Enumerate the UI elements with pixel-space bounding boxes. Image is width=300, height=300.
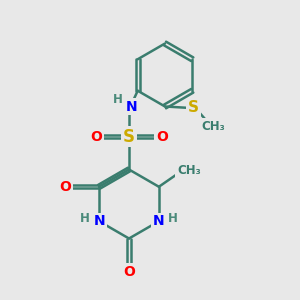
Text: H: H xyxy=(168,212,178,225)
Text: CH₃: CH₃ xyxy=(201,120,225,133)
Text: H: H xyxy=(80,212,90,225)
Text: S: S xyxy=(188,100,199,116)
Text: N: N xyxy=(153,214,165,228)
Text: O: O xyxy=(90,130,102,143)
Text: O: O xyxy=(123,265,135,278)
Text: N: N xyxy=(126,100,138,113)
Text: O: O xyxy=(156,130,168,143)
Text: H: H xyxy=(113,92,122,106)
Text: CH₃: CH₃ xyxy=(177,164,201,177)
Text: S: S xyxy=(123,128,135,146)
Text: O: O xyxy=(59,180,71,194)
Text: N: N xyxy=(93,214,105,228)
